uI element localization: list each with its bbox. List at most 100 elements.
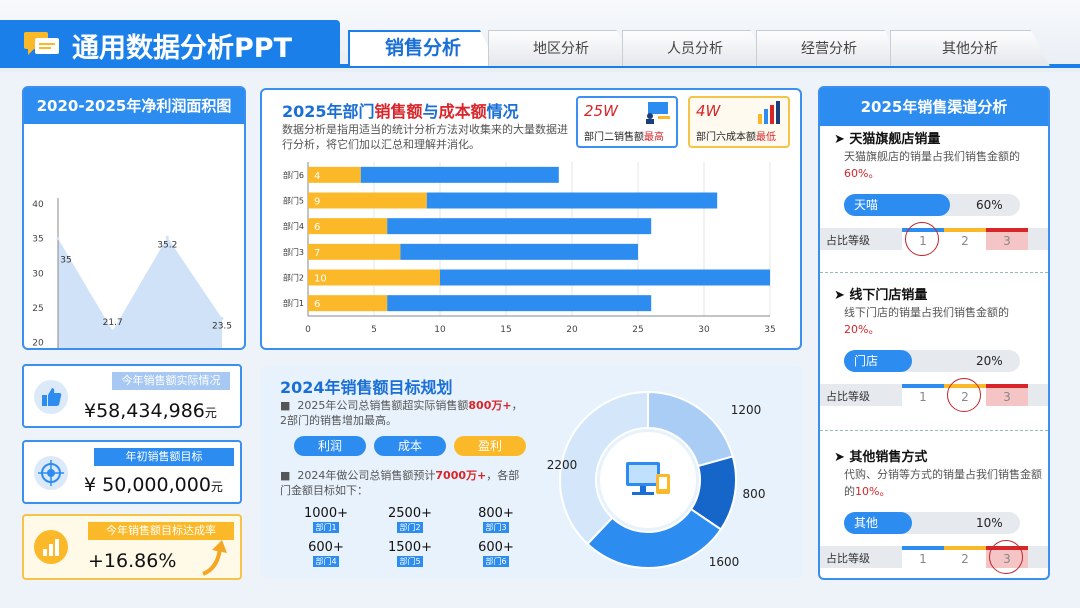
bar-s0-0 [308,166,361,183]
target-dept-4: 部门4 [313,556,339,567]
page-title: 通用数据分析PPT [72,33,292,64]
bar-xtick-0: 0 [305,325,311,335]
kpi-actual-value: ¥58,434,986元 [84,400,217,422]
target-value-2: 2500+ [388,506,432,521]
channel-2-level-1[interactable]: 1 [902,550,944,568]
channel-1-level-marker [947,378,981,412]
target-title: 2024年销售额目标规划 [280,378,453,397]
donut-slice-3 [559,390,649,546]
channel-0-level-marker [905,222,939,256]
tab-other[interactable]: 其他分析 [890,30,1050,66]
channel-1-desc: 线下门店的销量占我们销售金额的20%。 [844,306,1009,336]
donut-label-2: 1600 [709,555,740,569]
arrow-up-icon [202,540,227,576]
bar-s0-1 [308,192,427,209]
area-ytick-6: 40 [32,200,44,210]
area-value-label-0: 35 [60,256,71,266]
badge-top-sales-label: 部门二销售额最高 [584,132,664,143]
area-point-1 [111,329,115,333]
bar-s1-1 [426,192,718,209]
bar-category-0: 部门6 [283,170,304,180]
badge-top-sales-value: 25W [584,102,618,120]
channel-0-desc: 天猫旗舰店的销量占我们销售金额的60%。 [844,150,1020,180]
bar-s0-5 [308,295,388,312]
channel-2-level-2[interactable]: 2 [944,550,986,568]
badge-top-sales: 25W 部门二销售额最高 [576,96,678,148]
target-value-6: 600+ [478,540,514,555]
channel-1-percent: 20% [976,354,1003,368]
tab-region[interactable]: 地区分析 [488,30,634,66]
bar-s1-5 [387,295,652,312]
kpi-achievement-label: 今年销售额目标达成率 [88,522,234,540]
channel-2-level-row: 占比等级 1 2 3 [820,540,1048,574]
bar-chart-description: 数据分析是指用适当的统计分析方法对收集来的大量数据进行分析，将它们加以汇总和理解… [282,123,568,151]
area-value-label-1: 21.7 [103,318,123,328]
computer-illustration-icon [626,462,670,495]
bar-s0-4 [308,269,440,286]
area-ytick-4: 30 [32,269,44,279]
channel-2-desc: 代购、分销等方式的销量占我们销售金额的10%。 [844,468,1042,498]
channel-2-level-marker [989,540,1023,574]
area-ytick-5: 35 [32,235,43,245]
tab-staff[interactable]: 人员分析 [622,30,768,66]
channel-0-bar-fill: 天喵 [844,194,950,216]
area-value-label-2: 35.2 [157,240,177,250]
target-icon [34,456,68,490]
bar-xtick-5: 25 [632,325,643,335]
bar-s1-3 [400,243,638,260]
area-series [58,237,222,348]
channel-0-level-2[interactable]: 2 [944,232,986,250]
bar-xtick-3: 15 [500,325,511,335]
kpi-actual-label: 今年销售额实际情况 [112,372,230,390]
bar-value-label-0: 4 [314,171,320,182]
channel-panel: 2025年销售渠道分析 [818,86,1050,580]
bar-xtick-6: 30 [698,325,710,335]
pill-cost[interactable]: 成本 [374,436,446,456]
target-dept-1: 部门1 [313,522,339,533]
target-dept-5: 部门5 [397,556,423,567]
channel-0-level-3[interactable]: 3 [986,232,1028,250]
bar-s1-0 [360,166,559,183]
channel-1-level-row: 占比等级 1 2 3 [820,378,1048,412]
target-value-5: 1500+ [388,540,432,555]
bar-s1-2 [387,218,652,235]
pill-earnings[interactable]: 盈利 [454,436,526,456]
bar-chart-icon [34,530,68,564]
tab-sales[interactable]: 销售分析 [348,30,498,66]
bar-category-1: 部门5 [283,196,304,206]
donut-chart: 1200 800 1600 2200 [547,390,766,569]
channel-1-level-3[interactable]: 3 [986,388,1028,406]
tab-operations[interactable]: 经营分析 [756,30,902,66]
channel-divider-1 [820,272,1048,273]
bar-category-2: 部门4 [283,221,304,231]
channel-2-percent: 10% [976,516,1003,530]
growth-chart-icon [758,101,780,124]
channel-1-level-1[interactable]: 1 [902,388,944,406]
donut-label-1: 800 [743,487,766,501]
bar-xtick-4: 20 [566,325,578,335]
area-point-3 [220,316,224,320]
bar-value-label-4: 10 [314,274,327,285]
area-chart-title: 2020-2025年净利润面积图 [24,88,244,124]
target-text-1: ■ 2025年公司总销售额超实际销售额800万+，2部门的销售增加最高。 [280,399,523,427]
channel-1-bar-fill: 门店 [844,350,912,372]
title-banner: 通用数据分析PPT [0,20,340,66]
target-text-2: ■ 2024年做公司总销售额预计7000万+，各部门金额目标如下： [280,469,520,497]
kpi-target-value: ¥ 50,000,000元 [84,474,223,496]
channel-1-title: ➤ 线下门店销量 [834,288,928,303]
thumbs-up-icon [34,380,68,414]
bar-xtick-2: 10 [434,325,446,335]
pill-profit[interactable]: 利润 [294,436,366,456]
channel-0-percent: 60% [976,198,1003,212]
bar-xtick-7: 35 [764,325,775,335]
bar-value-label-1: 9 [314,197,320,208]
channel-2-bar-fill: 其他 [844,512,912,534]
bar-value-label-2: 6 [314,222,320,233]
bar-category-5: 部门1 [283,298,304,308]
channel-0-level-label: 占比等级 [826,234,870,247]
badge-lowest-cost-value: 4W [696,102,721,120]
donut-label-0: 1200 [731,403,762,417]
area-chart: 1015202530354035202021.7202135.2202223.5… [32,198,232,348]
area-chart-panel: 2020-2025年净利润面积图 1015202530354035202021.… [22,86,246,350]
kpi-target: 年初销售额目标 ¥ 50,000,000元 [22,440,242,504]
